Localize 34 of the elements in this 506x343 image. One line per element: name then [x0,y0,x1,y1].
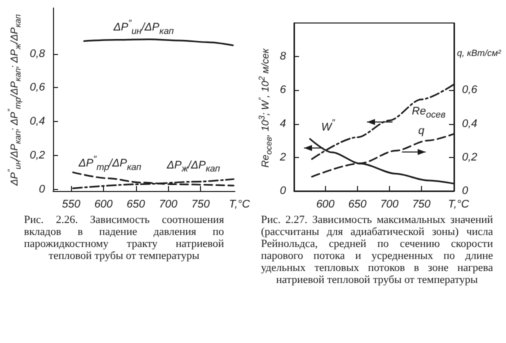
x-tick-label: 750 [412,198,432,210]
series-label: Re$_{осев}$ [412,104,446,122]
y-tick-label: 4 [280,118,286,130]
series-label: W$^{″}$ [321,116,335,134]
x-axis-title: T,°C [228,198,250,210]
y-tick-label: 0,8 [30,48,46,60]
x-tick-label: 750 [191,198,211,210]
x-tick-label: 650 [126,198,146,210]
x-tick-label: 600 [94,198,114,210]
x-tick-label: 650 [348,198,368,210]
x-axis-title: T,°C [448,198,470,210]
x-tick-label: 700 [159,198,178,210]
y2-tick-label: 0,4 [462,118,478,130]
x-tick-label: 600 [316,198,336,210]
series-label: ΔP$_{ж}$/ΔP$_{кап}$ [166,158,220,176]
y-tick-label: 6 [280,84,287,96]
y2-tick-label: 0 [462,185,469,197]
y-tick-label: 0 [38,183,46,196]
text: Рис. 2.26. Зависимость соотношения вкладов в падение давления по парожидкостному тракту натриевой тепловой трубы от температуры [24,214,224,262]
y-tick-label: 0,2 [30,149,45,162]
y-tick-label: 0,4 [30,116,45,128]
x-tick-label: 550 [62,198,82,210]
text: Рис. 2.27. Зависимость максимальных значений (рассчитаны для адиабатической зоны) числа Рейнольдса, средней по сечению скорости парового потока и усредненных по длине удельных тепловых потоков в зоне нагрева натриевой тепловой трубы от температуры [261,214,493,286]
y-tick-label: 0 [280,185,287,197]
series-label: ΔP$^{″}$$_{тр}$/ΔP$_{кап}$ [78,153,142,174]
series-label: q [418,124,424,138]
y-tick-label: 0,6 [30,82,46,94]
y2-tick-label: 0,2 [462,151,478,164]
y-tick-label: 8 [280,50,287,63]
y2-tick-label: 0,6 [462,84,478,96]
y2-axis-title: q, кВт/см² [457,47,501,60]
y-tick-label: 2 [278,151,286,164]
series-label: ΔP$^{″}$$_{ин}$/ΔP$_{кап}$ [113,18,174,38]
x-tick-label: 700 [380,198,400,210]
